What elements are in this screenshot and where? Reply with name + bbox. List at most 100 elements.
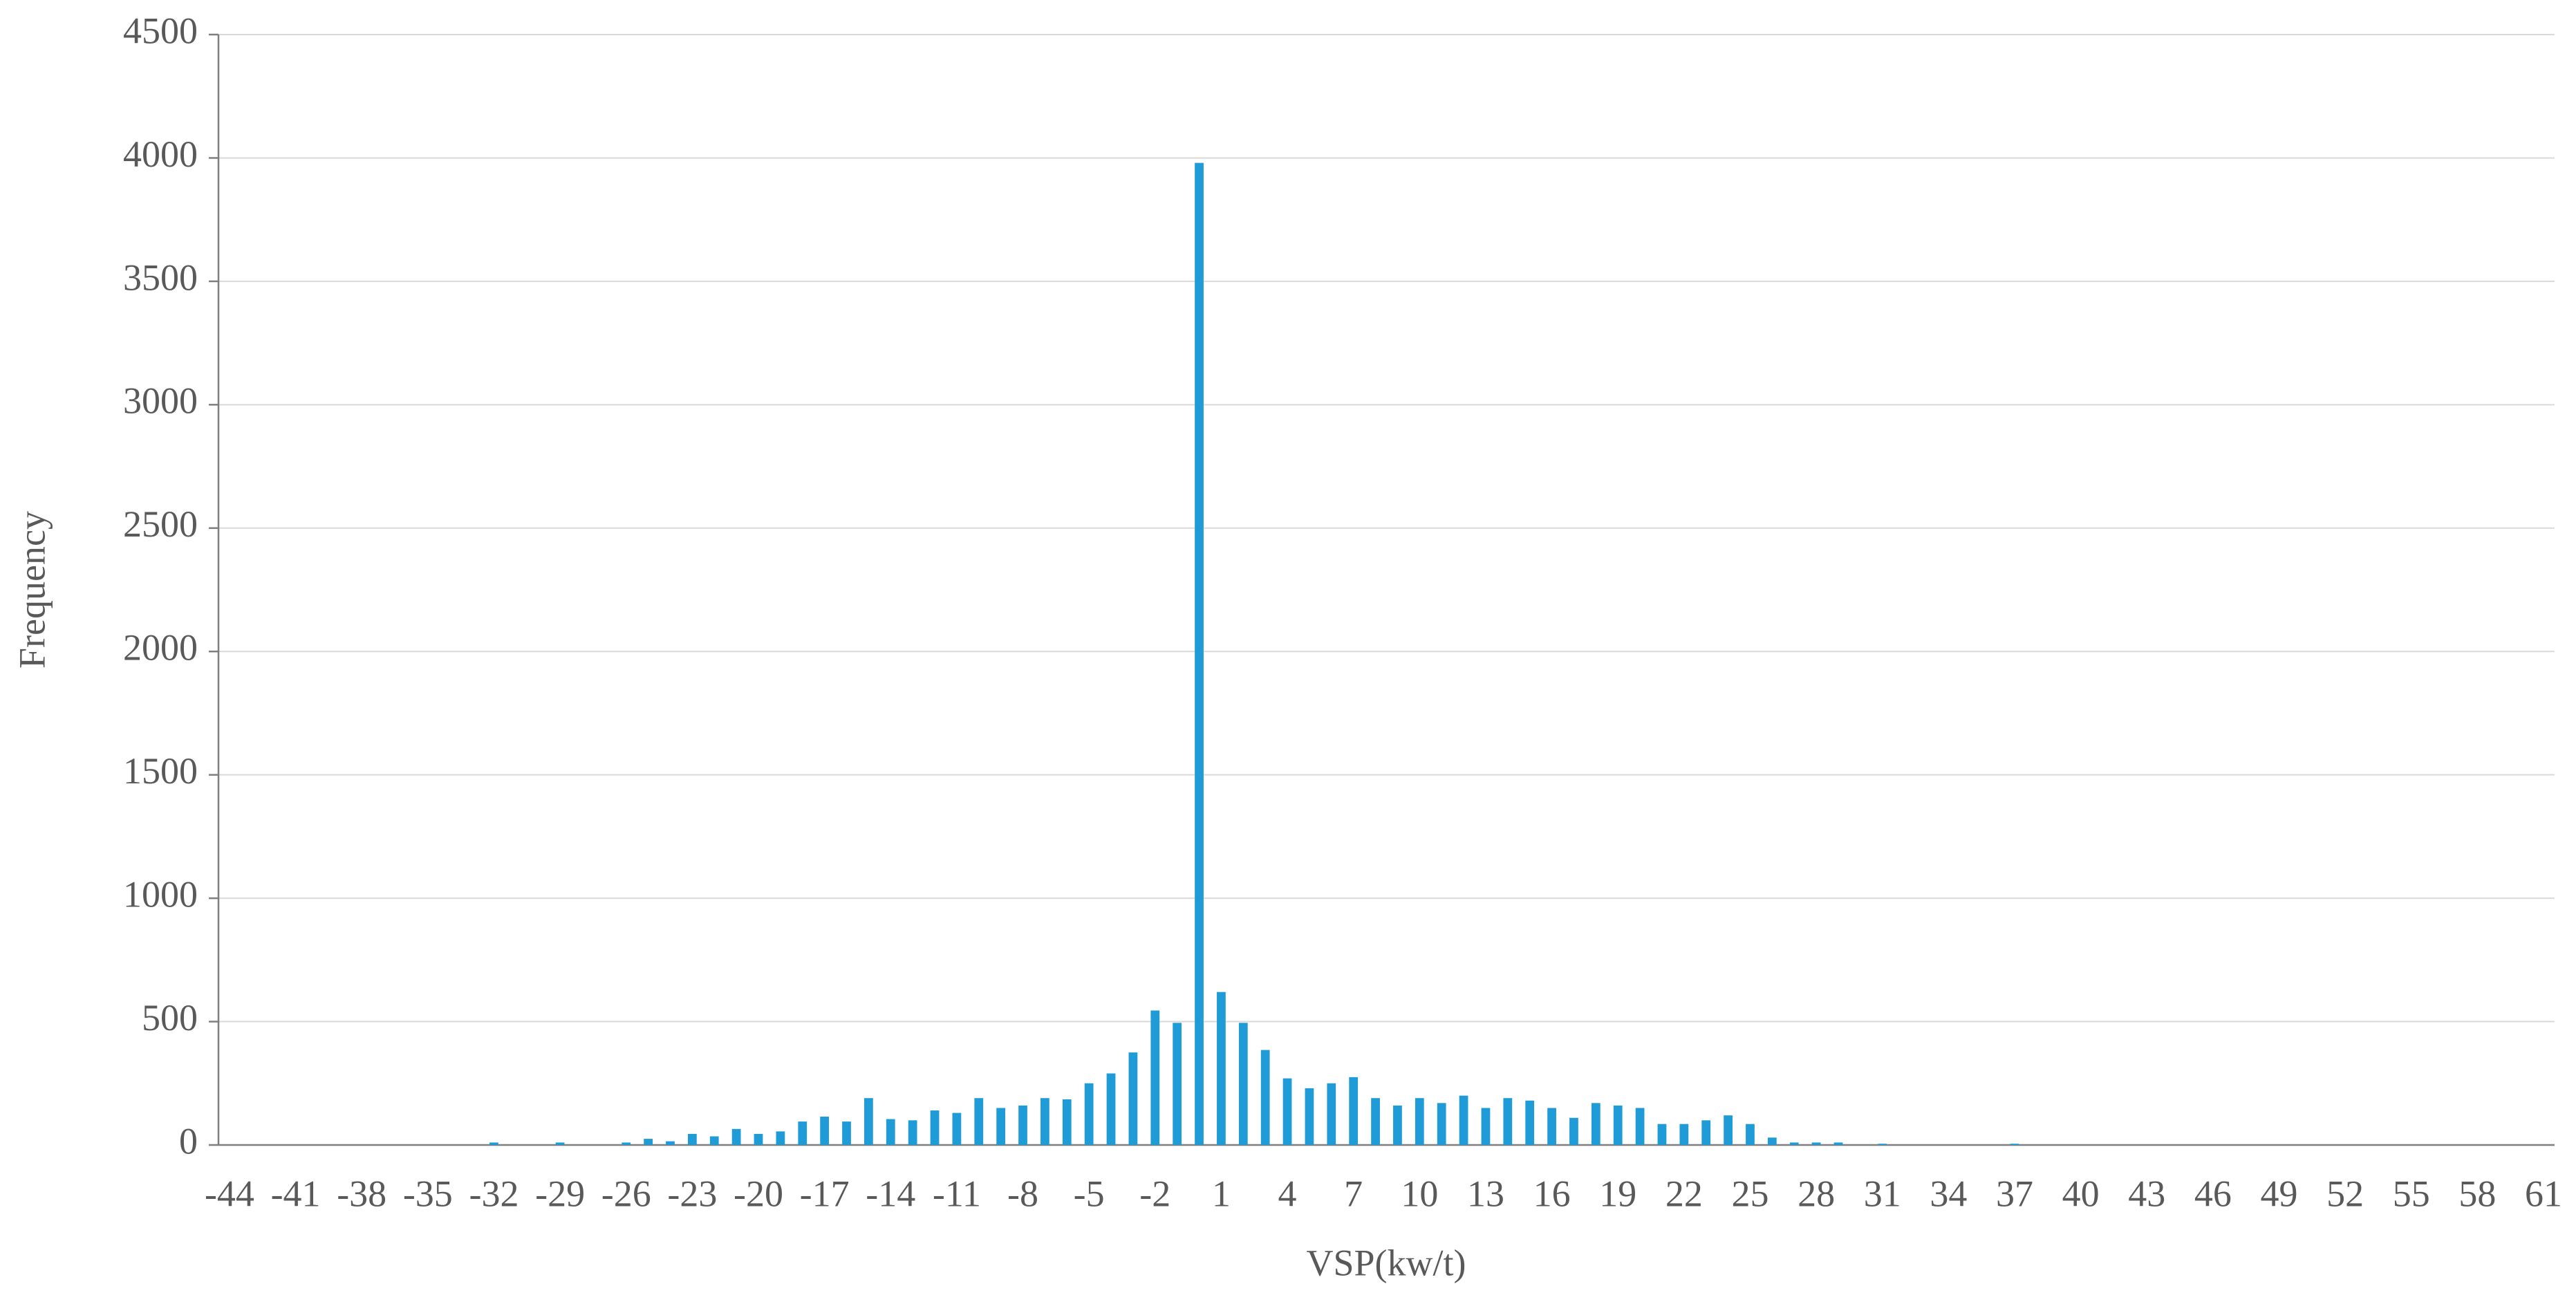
x-tick-label: 37	[1996, 1173, 2033, 1214]
bar	[1635, 1108, 1645, 1145]
bar	[1547, 1108, 1556, 1145]
y-tick-label: 4500	[123, 10, 198, 51]
bar	[1084, 1083, 1094, 1145]
bar	[776, 1131, 785, 1145]
bar	[666, 1141, 675, 1145]
bar	[622, 1142, 631, 1145]
bar	[1040, 1098, 1049, 1145]
x-tick-label: -26	[601, 1173, 651, 1214]
bar	[1701, 1120, 1711, 1145]
x-tick-label: -11	[933, 1173, 981, 1214]
bar	[1878, 1144, 1887, 1145]
bar	[1833, 1142, 1843, 1145]
x-axis-title: VSP(kw/t)	[1306, 1242, 1466, 1283]
x-tick-label: -23	[667, 1173, 717, 1214]
x-tick-label: 4	[1278, 1173, 1297, 1214]
y-tick-label: 4000	[123, 133, 198, 175]
y-tick-label: 0	[179, 1120, 198, 1162]
bar	[1195, 162, 1204, 1145]
bar	[1238, 1023, 1248, 1145]
x-tick-label: 49	[2261, 1173, 2298, 1214]
bar	[1173, 1023, 1182, 1145]
bar	[1415, 1098, 1424, 1145]
bar	[1481, 1108, 1491, 1145]
x-tick-label: 22	[1665, 1173, 1703, 1214]
y-tick-label: 1500	[123, 750, 198, 792]
bar	[1657, 1124, 1667, 1145]
bar	[842, 1121, 851, 1145]
bar	[1349, 1077, 1359, 1145]
bar	[1789, 1142, 1799, 1145]
x-tick-label: 28	[1798, 1173, 1835, 1214]
x-tick-label: 46	[2194, 1173, 2232, 1214]
bar	[1569, 1117, 1578, 1145]
bar	[709, 1136, 719, 1145]
bar	[908, 1120, 917, 1145]
x-tick-label: -14	[866, 1173, 915, 1214]
bar	[974, 1098, 984, 1145]
bar	[1393, 1105, 1402, 1145]
bar	[1128, 1052, 1138, 1145]
x-tick-label: 61	[2525, 1173, 2562, 1214]
x-tick-label: -44	[205, 1173, 254, 1214]
x-tick-label: 19	[1599, 1173, 1636, 1214]
bar	[1613, 1105, 1623, 1145]
x-tick-label: 31	[1864, 1173, 1901, 1214]
x-tick-label: -35	[403, 1173, 453, 1214]
bar	[1106, 1073, 1116, 1145]
bar	[1018, 1105, 1027, 1145]
x-tick-label: 7	[1344, 1173, 1363, 1214]
bar	[1459, 1095, 1468, 1145]
x-tick-label: 52	[2326, 1173, 2364, 1214]
bar	[798, 1121, 808, 1145]
x-tick-label: -20	[734, 1173, 783, 1214]
y-tick-label: 500	[142, 997, 198, 1039]
bar	[1327, 1083, 1336, 1145]
x-tick-label: -29	[535, 1173, 585, 1214]
x-tick-label: 40	[2062, 1173, 2100, 1214]
bar	[1305, 1088, 1314, 1145]
x-tick-label: 34	[1930, 1173, 1967, 1214]
bar	[886, 1119, 895, 1145]
bar	[754, 1133, 763, 1145]
bar	[864, 1098, 873, 1145]
x-tick-label: -32	[469, 1173, 519, 1214]
bar	[489, 1142, 498, 1145]
x-tick-label: 55	[2393, 1173, 2430, 1214]
bar	[1150, 1010, 1160, 1145]
bar	[1371, 1098, 1380, 1145]
x-tick-label: -2	[1139, 1173, 1170, 1214]
x-tick-label: 1	[1212, 1173, 1231, 1214]
bar	[1746, 1124, 1755, 1145]
bar	[1525, 1100, 1535, 1145]
bar	[952, 1112, 962, 1145]
bar	[1591, 1103, 1600, 1145]
bar	[687, 1133, 697, 1145]
x-tick-label: -17	[800, 1173, 850, 1214]
bar	[1724, 1115, 1733, 1145]
y-tick-label: 1000	[123, 874, 198, 915]
x-tick-label: 13	[1467, 1173, 1504, 1214]
bar	[1217, 991, 1226, 1145]
x-tick-label: 10	[1401, 1173, 1438, 1214]
y-tick-label: 2500	[123, 503, 198, 545]
bar	[1260, 1050, 1270, 1145]
y-tick-label: 3000	[123, 380, 198, 422]
y-tick-label: 2000	[123, 627, 198, 669]
x-tick-label: 16	[1533, 1173, 1571, 1214]
x-tick-label: 25	[1731, 1173, 1768, 1214]
bar	[996, 1108, 1006, 1145]
bar	[1062, 1099, 1072, 1145]
y-tick-label: 3500	[123, 257, 198, 298]
x-tick-label: -5	[1074, 1173, 1105, 1214]
y-axis-title: Frequency	[11, 511, 53, 669]
bar	[731, 1128, 741, 1145]
bar	[1282, 1078, 1292, 1145]
x-tick-label: -8	[1007, 1173, 1038, 1214]
bar	[820, 1116, 830, 1145]
x-tick-label: 58	[2458, 1173, 2496, 1214]
x-tick-label: -38	[337, 1173, 386, 1214]
x-tick-label: 43	[2128, 1173, 2165, 1214]
bar	[2010, 1144, 2019, 1145]
